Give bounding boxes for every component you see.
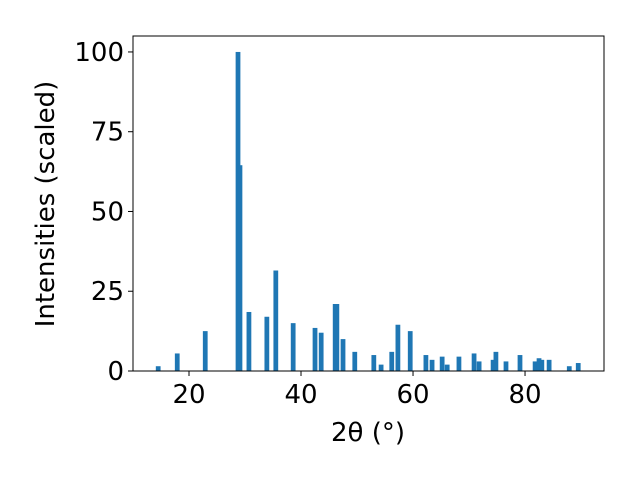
bar bbox=[371, 355, 377, 371]
bar bbox=[246, 311, 252, 371]
bar bbox=[395, 324, 401, 371]
x-tick-label: 60 bbox=[396, 380, 429, 410]
bar bbox=[389, 351, 395, 371]
bar bbox=[456, 356, 462, 371]
bar bbox=[407, 331, 413, 371]
bar bbox=[546, 359, 552, 371]
bar bbox=[471, 353, 477, 371]
plot-frame bbox=[132, 35, 605, 372]
bar bbox=[174, 353, 180, 371]
bar bbox=[575, 363, 581, 371]
bar bbox=[155, 366, 161, 371]
bar bbox=[517, 355, 523, 371]
bar bbox=[429, 359, 435, 371]
bar bbox=[532, 361, 538, 371]
bar bbox=[334, 304, 340, 371]
y-axis-label: Intensities (scaled) bbox=[31, 81, 61, 328]
y-tick-label: 50 bbox=[91, 197, 124, 227]
bar bbox=[273, 270, 279, 371]
bar bbox=[503, 361, 509, 371]
bar bbox=[202, 331, 208, 371]
x-tick-label: 80 bbox=[508, 380, 541, 410]
bar bbox=[318, 332, 324, 371]
bar bbox=[423, 355, 429, 371]
y-tick-label: 0 bbox=[107, 357, 124, 387]
x-tick-label: 20 bbox=[172, 380, 205, 410]
bar bbox=[476, 361, 482, 371]
bar bbox=[340, 339, 346, 371]
bar bbox=[290, 323, 296, 371]
x-tick-label: 40 bbox=[284, 380, 317, 410]
y-tick-label: 25 bbox=[91, 277, 124, 307]
bar bbox=[536, 358, 542, 371]
bar bbox=[539, 359, 545, 371]
bar bbox=[566, 366, 572, 371]
y-tick-label: 75 bbox=[91, 118, 124, 148]
bar bbox=[264, 316, 270, 371]
bar bbox=[493, 351, 499, 371]
x-axis-label: 2θ (°) bbox=[331, 418, 405, 448]
bar bbox=[237, 165, 243, 371]
y-tick-label: 100 bbox=[74, 38, 124, 68]
bar bbox=[490, 359, 496, 371]
bar bbox=[312, 327, 318, 371]
bar bbox=[352, 351, 358, 371]
bar bbox=[444, 364, 450, 371]
bar bbox=[439, 356, 445, 371]
bar bbox=[378, 364, 384, 371]
